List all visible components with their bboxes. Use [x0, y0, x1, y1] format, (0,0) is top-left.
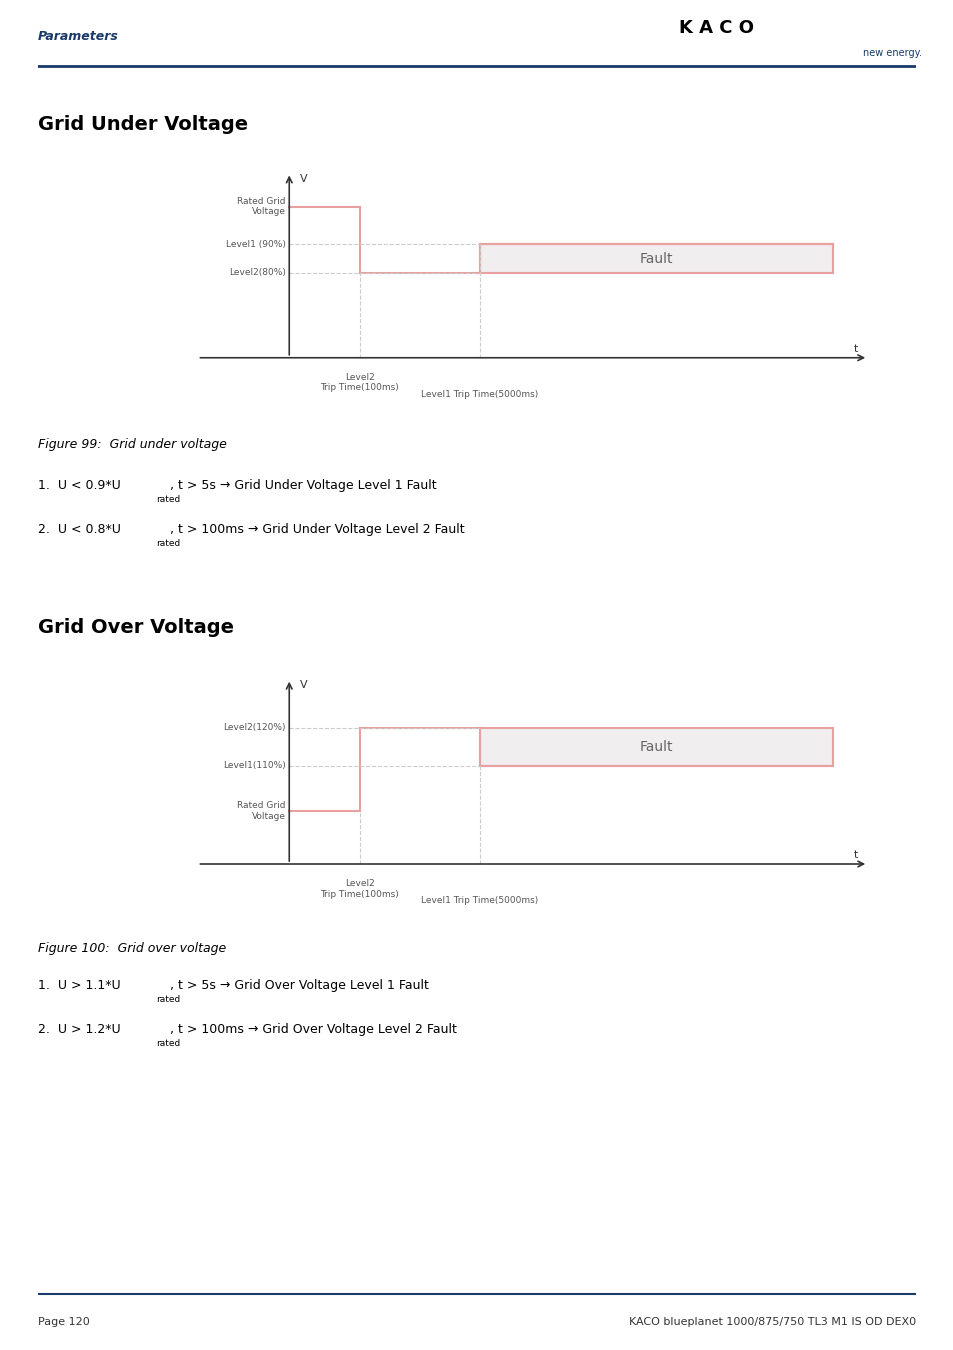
- Text: Level1 (90%): Level1 (90%): [226, 240, 286, 248]
- Text: Fault: Fault: [639, 740, 673, 753]
- Bar: [479, 244, 832, 273]
- Text: 2.  U < 0.8*U: 2. U < 0.8*U: [38, 522, 121, 536]
- Text: t: t: [853, 850, 858, 860]
- Text: Rated Grid
Voltage: Rated Grid Voltage: [237, 197, 286, 216]
- Text: Figure 100:  Grid over voltage: Figure 100: Grid over voltage: [38, 942, 226, 954]
- Text: Fault: Fault: [639, 251, 673, 266]
- Text: rated: rated: [155, 539, 180, 548]
- Text: Level2
Trip Time(100ms): Level2 Trip Time(100ms): [320, 879, 398, 899]
- Text: Level1 Trip Time(5000ms): Level1 Trip Time(5000ms): [421, 896, 537, 905]
- Text: 1.  U < 0.9*U: 1. U < 0.9*U: [38, 479, 121, 493]
- Text: t: t: [853, 344, 858, 354]
- Text: V: V: [299, 680, 307, 690]
- Text: Level1 Trip Time(5000ms): Level1 Trip Time(5000ms): [421, 390, 537, 398]
- Text: K A C O: K A C O: [679, 19, 753, 38]
- Text: 2.  U > 1.2*U: 2. U > 1.2*U: [38, 1022, 121, 1035]
- Text: , t > 100ms → Grid Under Voltage Level 2 Fault: , t > 100ms → Grid Under Voltage Level 2…: [170, 522, 464, 536]
- Text: rated: rated: [155, 995, 180, 1004]
- Text: Level1(110%): Level1(110%): [223, 761, 286, 771]
- Text: Level2
Trip Time(100ms): Level2 Trip Time(100ms): [320, 373, 398, 393]
- Text: , t > 5s → Grid Under Voltage Level 1 Fault: , t > 5s → Grid Under Voltage Level 1 Fa…: [170, 479, 436, 493]
- Text: rated: rated: [155, 1038, 180, 1048]
- Text: Figure 99:  Grid under voltage: Figure 99: Grid under voltage: [38, 439, 227, 451]
- Text: V: V: [299, 174, 307, 184]
- Text: KACO blueplanet 1000/875/750 TL3 M1 IS OD DEX0: KACO blueplanet 1000/875/750 TL3 M1 IS O…: [628, 1318, 915, 1327]
- Text: Grid Over Voltage: Grid Over Voltage: [38, 618, 233, 637]
- Text: Level2(80%): Level2(80%): [229, 269, 286, 277]
- Text: Level2(120%): Level2(120%): [223, 724, 286, 733]
- Text: Rated Grid
Voltage: Rated Grid Voltage: [237, 802, 286, 821]
- Text: , t > 5s → Grid Over Voltage Level 1 Fault: , t > 5s → Grid Over Voltage Level 1 Fau…: [170, 979, 428, 992]
- Bar: [479, 728, 832, 765]
- Text: , t > 100ms → Grid Over Voltage Level 2 Fault: , t > 100ms → Grid Over Voltage Level 2 …: [170, 1022, 456, 1035]
- Text: rated: rated: [155, 495, 180, 505]
- Text: Page 120: Page 120: [38, 1318, 90, 1327]
- Text: Grid Under Voltage: Grid Under Voltage: [38, 115, 248, 134]
- Text: 1.  U > 1.1*U: 1. U > 1.1*U: [38, 979, 121, 992]
- Text: Parameters: Parameters: [38, 30, 119, 43]
- Text: new energy.: new energy.: [862, 47, 922, 58]
